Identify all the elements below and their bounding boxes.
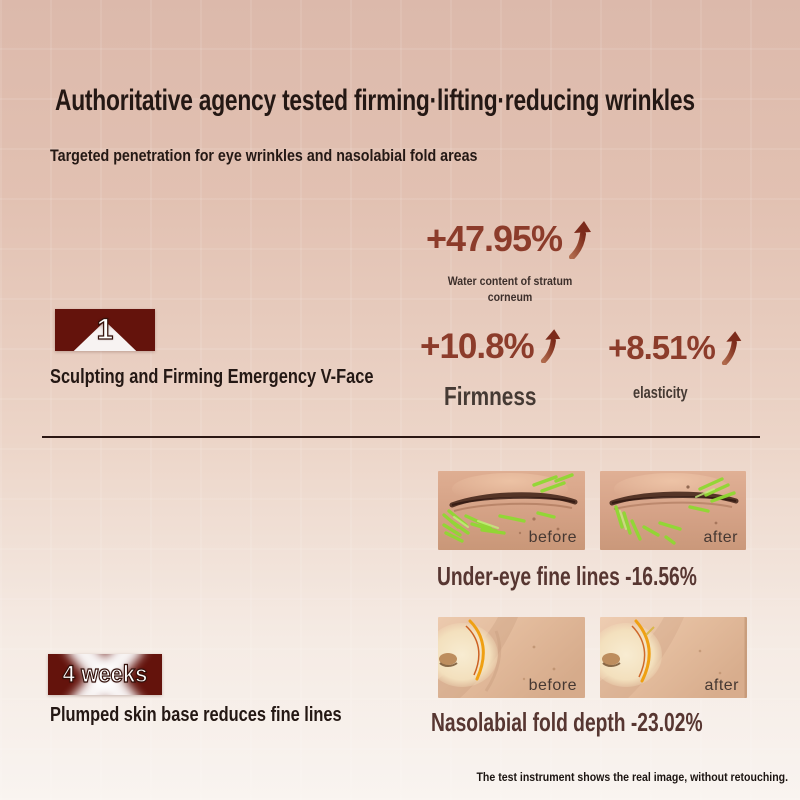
up-arrow-icon <box>721 331 744 370</box>
stat-water-value: +47.95% <box>425 218 563 259</box>
before-label: before <box>528 529 577 546</box>
eye-after-illustration <box>600 471 746 550</box>
up-arrow-icon <box>568 221 594 264</box>
badge-1-text: 1 <box>96 312 114 346</box>
horizontal-divider <box>42 436 760 438</box>
stat-elasticity: +8.51% elasticity <box>608 331 758 403</box>
step-badge-1: 1 <box>55 309 155 351</box>
before-label: before <box>528 677 577 694</box>
stat-water-label: Water content of stratum corneum <box>447 274 573 304</box>
eye-before-illustration <box>438 471 585 550</box>
step-badge-4-weeks: 4 weeks <box>48 654 162 695</box>
nasolabial-comparison-caption: Nasolabial fold depth -23.02% <box>431 707 703 737</box>
page-subtitle: Targeted penetration for eye wrinkles an… <box>50 146 478 165</box>
stat-elasticity-label: elasticity <box>633 383 688 402</box>
nasolabial-after-photo: after <box>600 617 747 698</box>
stat-firmness: +10.8% Firmness <box>420 329 575 412</box>
stat-elasticity-value: +8.51% <box>608 329 716 366</box>
section-label-week1: Sculpting and Firming Emergency V-Face <box>50 366 374 388</box>
disclaimer-note: The test instrument shows the real image… <box>476 770 788 784</box>
nasolabial-before-photo: before <box>438 617 585 698</box>
eye-after-photo: after <box>600 471 746 550</box>
eye-before-photo: before <box>438 471 585 550</box>
nasolabial-after-illustration <box>600 617 747 698</box>
page-title: Authoritative agency tested firming·lift… <box>55 84 695 117</box>
stat-firmness-label: Firmness <box>444 381 537 411</box>
stat-water-content: +47.95% Water content of stratum corneum <box>420 221 600 305</box>
after-label: after <box>703 529 738 546</box>
up-arrow-icon <box>540 329 563 368</box>
eye-comparison-caption: Under-eye fine lines -16.56% <box>437 561 697 591</box>
after-label: after <box>704 677 739 694</box>
stat-firmness-value: +10.8% <box>420 327 535 366</box>
badge-4-weeks-text: 4 weeks <box>62 660 148 688</box>
nasolabial-before-illustration <box>438 617 585 698</box>
section-label-week4: Plumped skin base reduces fine lines <box>50 704 342 726</box>
